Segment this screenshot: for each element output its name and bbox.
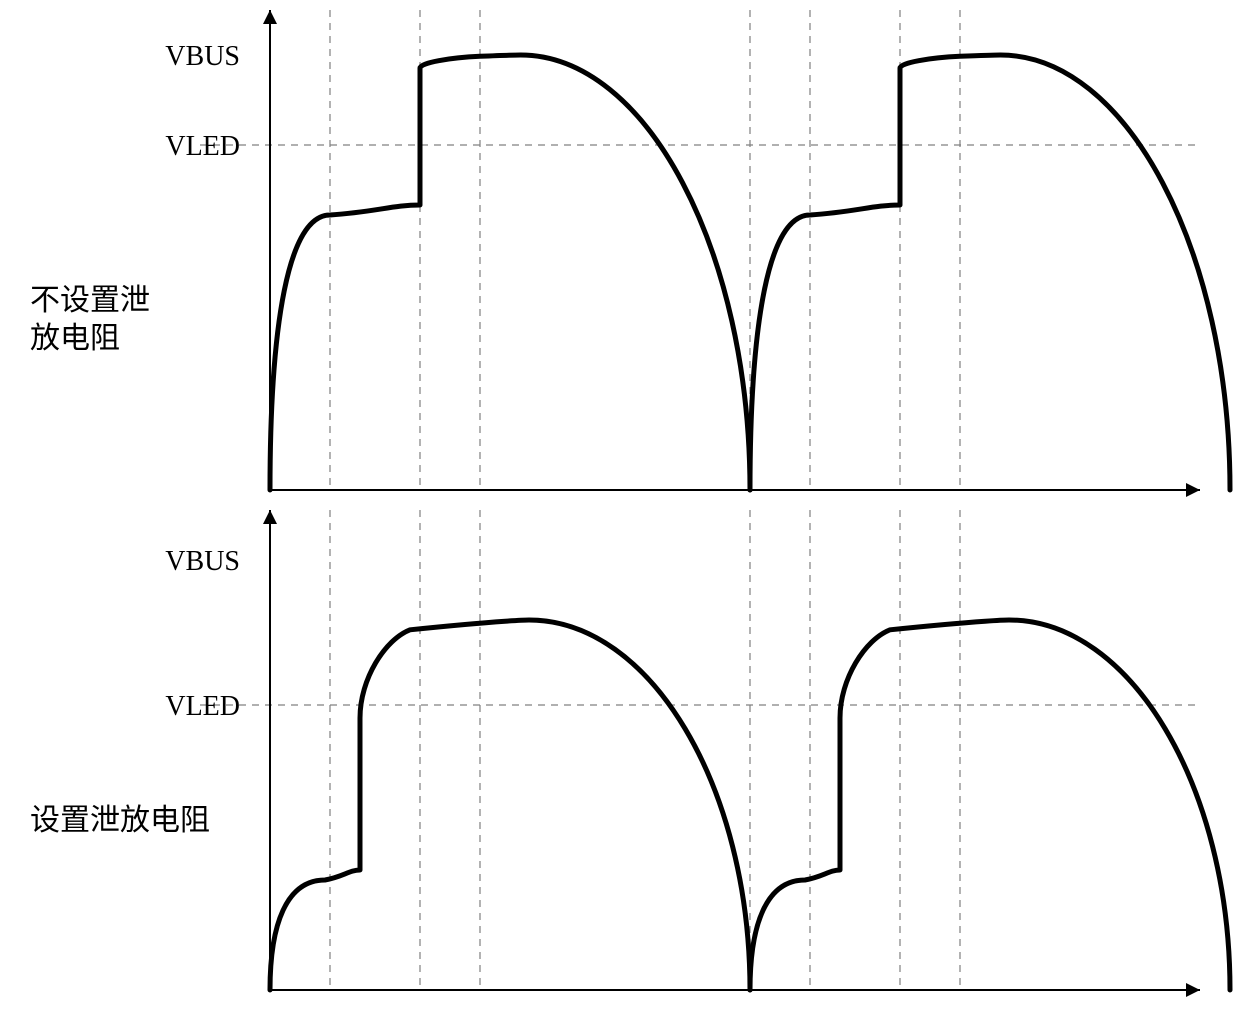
vbus-axis-label: VBUS: [165, 546, 240, 577]
chart-caption: 设置泄放电阻: [30, 804, 210, 837]
vbus-axis-label: VBUS: [165, 41, 240, 72]
figure-root: VBUS VLED 不设置泄放电阻 VBUS VLED 设置泄放电阻: [0, 0, 1240, 1018]
chart-caption: 不设置泄: [30, 284, 150, 317]
figure-svg: VBUS VLED 不设置泄放电阻 VBUS VLED 设置泄放电阻: [0, 0, 1240, 1018]
vled-axis-label: VLED: [165, 131, 240, 162]
vled-axis-label: VLED: [165, 691, 240, 722]
chart-caption: 放电阻: [30, 322, 120, 355]
